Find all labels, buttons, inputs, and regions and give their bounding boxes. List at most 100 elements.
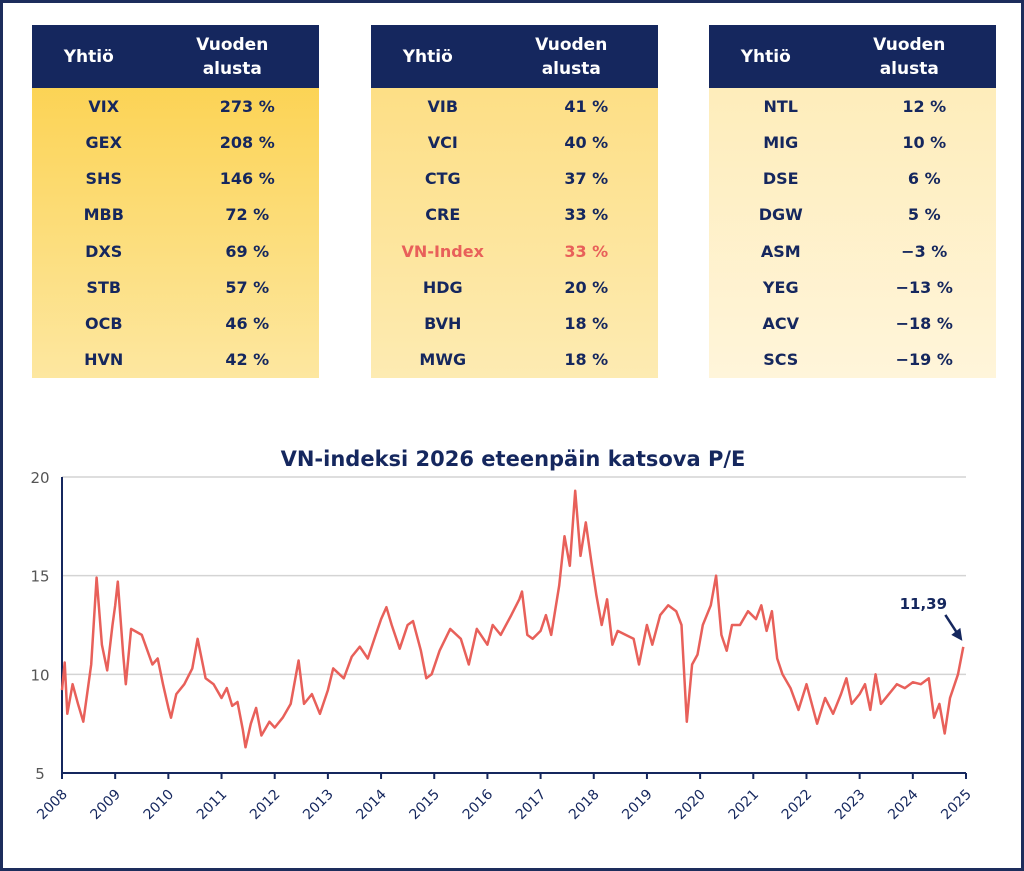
cell: NTL <box>763 96 799 116</box>
table-row: GEX 208 % <box>32 124 319 160</box>
header-cell: Vuoden alusta <box>535 34 608 79</box>
table: Yhtiö Vuoden alusta VIB 41 % VCI 40 % CTG 37 % C… <box>371 25 658 378</box>
cell: CRE <box>425 205 461 225</box>
cell: HDG <box>422 277 463 297</box>
x-tick-label: 2016 <box>460 786 497 823</box>
table-row: SHS 146 % <box>32 161 319 197</box>
table-row: DSE 6 % <box>709 161 996 197</box>
cell: BVH <box>424 314 462 334</box>
cell: 146 % <box>219 169 275 189</box>
x-tick-label: 2018 <box>566 787 603 824</box>
table: Yhtiö Vuoden alusta VIX 273 % GEX 208 % SHS 146… <box>32 25 319 378</box>
cell: GEX <box>85 132 122 152</box>
x-tick-label: 2008 <box>34 787 71 824</box>
annotation: 11,39 <box>900 595 947 613</box>
cell: 18 % <box>564 314 609 334</box>
cell: 12 % <box>902 96 947 116</box>
cell: 273 % <box>219 96 275 116</box>
cell: CTG <box>424 169 461 189</box>
table-row: SCS −19 % <box>709 342 996 378</box>
cell: 72 % <box>225 205 270 225</box>
cell: 20 % <box>564 277 609 297</box>
x-tick-label: 2021 <box>726 787 763 824</box>
annotation-arrowhead <box>951 627 963 641</box>
table-row: MBB 72 % <box>32 197 319 233</box>
table-row: CRE 33 % <box>371 197 658 233</box>
chart-title: VN-indeksi 2026 eteenpäin katsova P/E <box>281 447 746 471</box>
table-row: MIG 10 % <box>709 124 996 160</box>
table: Yhtiö Vuoden alusta NTL 12 % MIG 10 % DSE 6 % DG… <box>709 25 996 378</box>
x-tick-label: 2023 <box>832 787 869 824</box>
cell: HVN <box>84 350 124 370</box>
x-tick-label: 2024 <box>885 786 922 823</box>
table-row: NTL 12 % <box>709 88 996 124</box>
y-tick-label: 5 <box>35 765 45 783</box>
table-header: Yhtiö Vuoden alusta <box>709 25 996 88</box>
x-tick-label: 2013 <box>300 787 337 824</box>
table-row: MWG 18 % <box>371 342 658 378</box>
table-row: DXS 69 % <box>32 233 319 269</box>
header-cell: Vuoden alusta <box>196 34 269 79</box>
table-row: CTG 37 % <box>371 161 658 197</box>
cell: −13 % <box>895 277 953 297</box>
cell: 208 % <box>219 132 275 152</box>
table-row: VN-Index 33 % <box>371 233 658 269</box>
cell: 33 % <box>564 241 609 261</box>
header-cell: Vuoden alusta <box>873 34 946 79</box>
table-row: ASM −3 % <box>709 233 996 269</box>
cell: SCS <box>763 350 799 370</box>
cell: MIG <box>763 132 799 152</box>
cell: 46 % <box>225 314 270 334</box>
table-row: BVH 18 % <box>371 306 658 342</box>
cell: 42 % <box>225 350 270 370</box>
x-tick-label: 2017 <box>513 787 550 824</box>
x-tick-label: 2022 <box>779 787 816 824</box>
x-tick-label: 2012 <box>247 787 284 824</box>
x-tick-label: 2011 <box>194 787 231 824</box>
header-cell: Yhtiö <box>402 46 453 67</box>
cell: MBB <box>83 205 124 225</box>
x-tick-label: 2025 <box>938 787 975 824</box>
header-cell: Yhtiö <box>63 46 114 67</box>
line <box>60 489 965 749</box>
x-tick-label: 2010 <box>141 787 178 824</box>
y-tick-label: 15 <box>30 568 49 586</box>
y-tick-label: 10 <box>30 666 49 684</box>
table-row: STB 57 % <box>32 269 319 305</box>
cell: STB <box>86 277 122 297</box>
table-row: ACV −18 % <box>709 306 996 342</box>
cell: VCI <box>427 132 458 152</box>
table-row: VIB 41 % <box>371 88 658 124</box>
x-tick-label: 2019 <box>619 787 656 824</box>
cell: DGW <box>758 205 803 225</box>
cell: −18 % <box>895 314 953 334</box>
cell: VN-Index <box>401 241 484 261</box>
cell: 18 % <box>564 350 609 370</box>
cell: 33 % <box>564 205 609 225</box>
cell: −3 % <box>901 241 948 261</box>
cell: DSE <box>762 169 799 189</box>
cell: 40 % <box>564 132 609 152</box>
table-header: Yhtiö Vuoden alusta <box>371 25 658 88</box>
cell: −19 % <box>895 350 953 370</box>
table-row: VCI 40 % <box>371 124 658 160</box>
cell: DXS <box>85 241 123 261</box>
y-tick-label: 20 <box>30 469 49 487</box>
x-tick-label: 2009 <box>87 787 124 824</box>
cell: 37 % <box>564 169 609 189</box>
cell: 10 % <box>902 132 947 152</box>
table-row: YEG −13 % <box>709 269 996 305</box>
cell: ACV <box>762 314 799 334</box>
x-tick-label: 2020 <box>672 787 709 824</box>
table-row: VIX 273 % <box>32 88 319 124</box>
cell: 69 % <box>225 241 270 261</box>
cell: 41 % <box>564 96 609 116</box>
cell: VIB <box>427 96 459 116</box>
cell: ASM <box>760 241 801 261</box>
table-row: HVN 42 % <box>32 342 319 378</box>
table-row: DGW 5 % <box>709 197 996 233</box>
cell: 5 % <box>907 205 941 225</box>
table-row: HDG 20 % <box>371 269 658 305</box>
cell: SHS <box>85 169 122 189</box>
